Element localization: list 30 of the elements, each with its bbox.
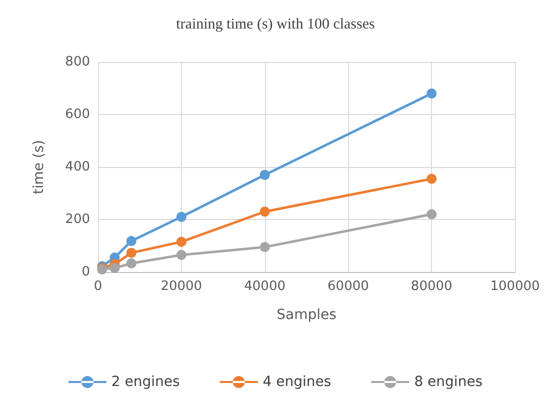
y-tick-label: 600 [65, 107, 90, 122]
point [426, 209, 437, 220]
y-tick-label: 0 [82, 264, 90, 280]
x-tick-label: 40000 [244, 279, 286, 294]
legend-label: 2 engines [111, 374, 180, 390]
point [126, 248, 136, 258]
x-tick-label: 80000 [410, 279, 452, 294]
point [126, 236, 136, 246]
point [126, 258, 136, 268]
x-tick-label: 100000 [490, 279, 540, 294]
legend-label: 4 engines [262, 374, 332, 390]
chart-title: training time (s) with 100 classes [176, 16, 376, 32]
point [176, 212, 186, 222]
y-tick-label: 200 [65, 212, 90, 227]
point [260, 206, 270, 217]
y-axis-title: time (s) [31, 140, 47, 194]
point [110, 263, 120, 274]
point [176, 250, 186, 260]
point [260, 242, 270, 252]
point [176, 236, 186, 247]
x-tick-label: 60000 [328, 279, 369, 294]
y-tick-label: 400 [65, 160, 90, 174]
point [260, 170, 270, 180]
x-axis-title: Samples [276, 307, 336, 323]
x-tick-label: 20000 [160, 279, 202, 294]
x-tick-label: 0 [94, 279, 102, 294]
point [426, 174, 437, 184]
point [426, 88, 437, 98]
y-tick-label: 800 [65, 54, 90, 70]
legend-label: 8 engines [414, 374, 483, 390]
